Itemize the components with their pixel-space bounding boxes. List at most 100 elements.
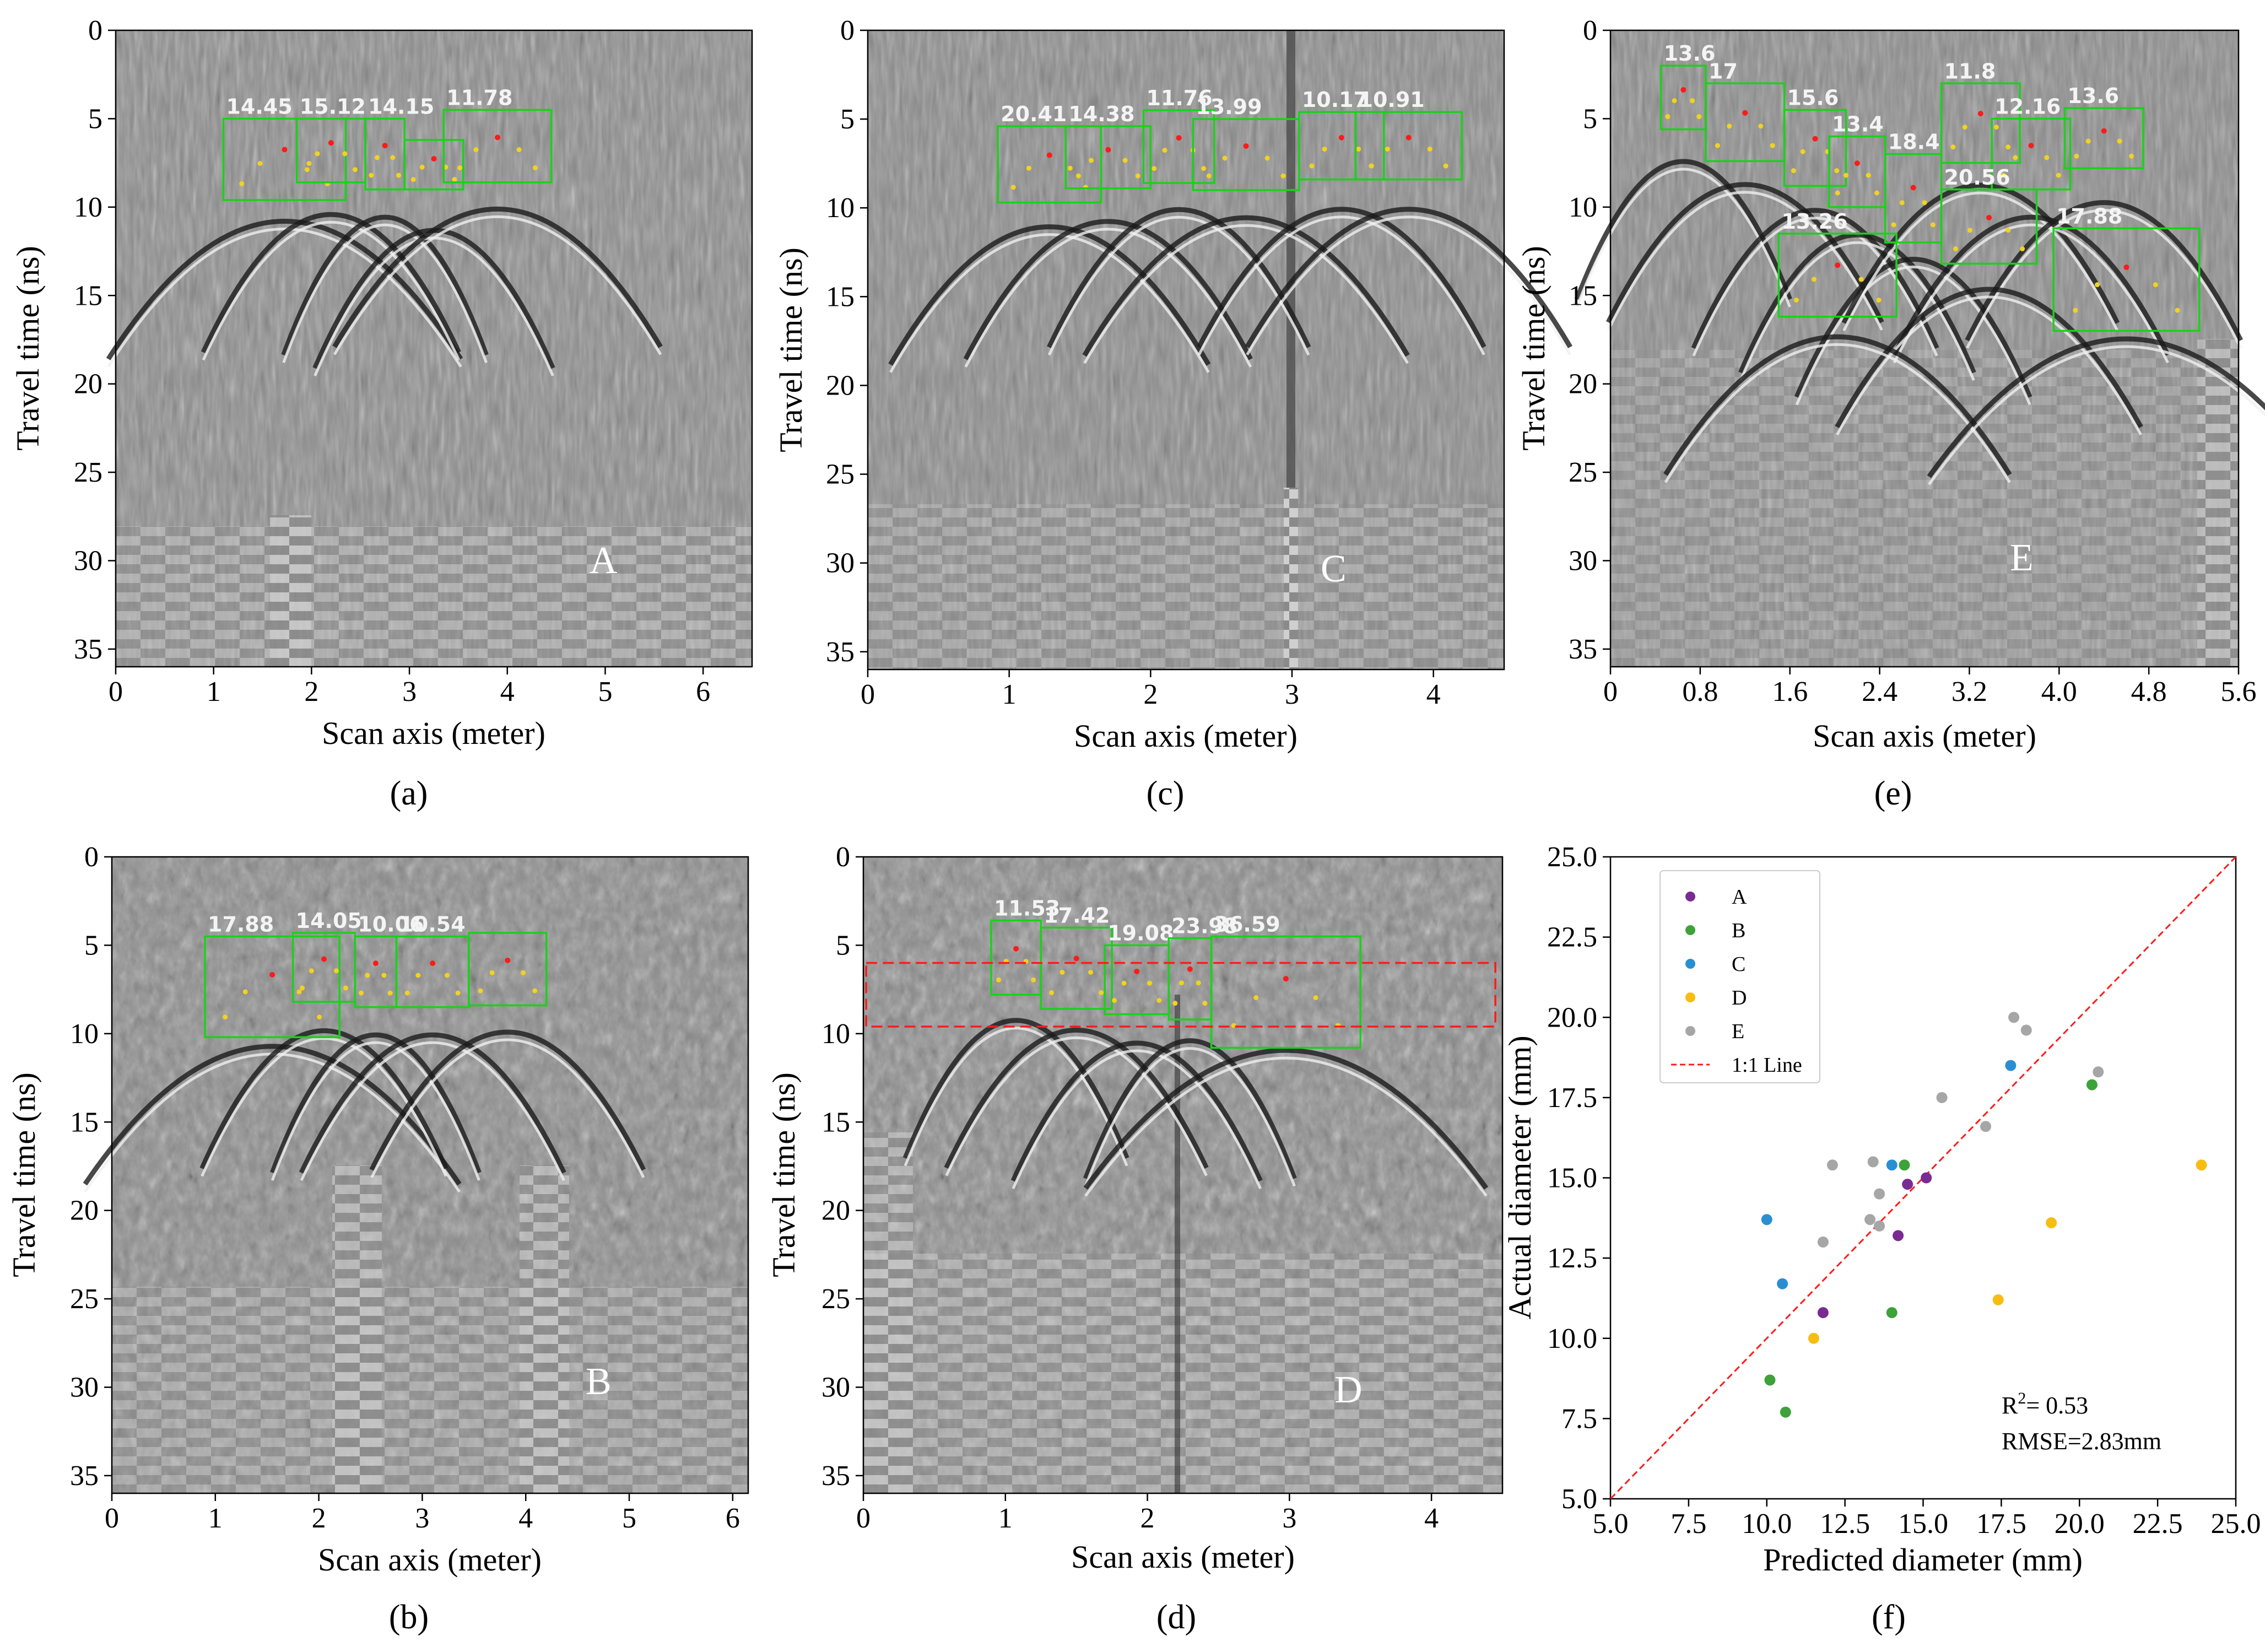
scatter-point-c <box>1886 1159 1898 1171</box>
edge-point <box>1835 190 1840 196</box>
hyperbola-bright <box>889 233 1210 373</box>
y-tick-label: 15.0 <box>1547 1163 1597 1194</box>
edge-point <box>1953 246 1958 252</box>
apex-point <box>1986 214 1992 220</box>
panel-letter: D <box>1334 1369 1363 1411</box>
edge-point <box>1930 222 1936 228</box>
edge-point <box>516 147 522 153</box>
edge-point <box>1866 172 1871 178</box>
legend-label-a: A <box>1732 886 1747 909</box>
edge-point <box>396 172 402 178</box>
y-tick-label: 30 <box>826 548 855 579</box>
apex-point <box>1338 134 1344 141</box>
hyperbola-bright <box>1246 215 1572 356</box>
apex-point <box>1105 147 1111 153</box>
x-tick-label: 1 <box>207 676 221 708</box>
axes-frame <box>862 856 1504 1494</box>
scatter-point-b <box>1764 1374 1776 1386</box>
x-tick-label: 3 <box>415 1503 429 1534</box>
edge-point <box>223 1014 228 1020</box>
detection-box <box>1142 109 1215 184</box>
edge-point <box>1152 166 1157 171</box>
detection-box <box>442 109 553 183</box>
edge-point <box>1899 200 1905 206</box>
apex-point <box>505 957 511 963</box>
dashed-band <box>865 962 1496 1028</box>
detection-label: 11.76 <box>1147 86 1213 110</box>
scatter-point-e <box>1864 1214 1876 1225</box>
hyperbola-bright <box>1836 295 2142 436</box>
y-tick-label: 25 <box>70 1283 99 1315</box>
edge-point <box>1156 998 1162 1003</box>
detection-label: 13.99 <box>1196 95 1262 119</box>
x-axis-label: Scan axis (meter) <box>318 1542 542 1578</box>
subfigure-caption: (a) <box>390 775 428 812</box>
edge-point <box>239 181 245 186</box>
x-tick-label: 4 <box>1424 1503 1439 1534</box>
panel-letter: A <box>590 539 618 582</box>
hyperbola-bright <box>300 1041 565 1181</box>
detection-label: 12.16 <box>1994 94 2061 118</box>
edge-point <box>296 989 302 995</box>
x-tick-label: 22.5 <box>2133 1508 2183 1540</box>
x-tick-label: 20.0 <box>2055 1508 2105 1540</box>
hyperbola-bright <box>1607 191 1883 331</box>
edge-point <box>381 973 387 978</box>
y-tick-label: 0 <box>88 15 102 46</box>
y-tick-label: 17.5 <box>1547 1082 1597 1114</box>
detection-label: 36.59 <box>1214 912 1280 936</box>
radargram-column-artifact <box>2197 339 2239 667</box>
radargram-low-band <box>112 1287 748 1493</box>
detection-label: 15.12 <box>300 94 366 118</box>
apex-point <box>1742 110 1748 116</box>
legend-marker-a <box>1685 892 1695 901</box>
legend-label-e: E <box>1732 1020 1744 1043</box>
y-axis-ticks: 0 5 10 15 20 25 30 35 <box>826 15 868 668</box>
y-tick-label: 0 <box>836 841 850 873</box>
edge-point <box>1791 168 1796 174</box>
edge-point <box>1010 185 1016 190</box>
x-tick-label: 0 <box>105 1503 119 1534</box>
edge-point <box>455 990 461 996</box>
hyperbola-dark <box>270 1032 482 1174</box>
edge-point <box>1222 155 1228 161</box>
edge-point <box>317 1014 322 1020</box>
x-tick-label: 0 <box>1603 676 1618 708</box>
apex-point <box>1812 136 1818 142</box>
scatter-panel-f: 5.0 7.5 10.0 12.5 15.0 17.5 20.0 22.5 25.0 5.0 7.… <box>1502 841 2261 1636</box>
y-tick-label: 5 <box>1583 103 1597 134</box>
edge-point <box>343 985 348 991</box>
panel-letter: C <box>1321 548 1347 590</box>
edge-point <box>2153 282 2158 288</box>
hyperbola-dark <box>1663 334 2012 476</box>
y-tick-label: 25 <box>1569 457 1597 488</box>
x-tick-label: 2.4 <box>1862 676 1898 708</box>
radargram-panel-a: 14.45 15.12 14.15 11.78 A 0 1 2 3 4 5 6 0 5 10 15 20 2… <box>10 15 753 812</box>
x-tick-label: 2 <box>1140 1503 1155 1534</box>
x-tick-label: 3 <box>1285 679 1299 710</box>
edge-point <box>1672 98 1677 104</box>
edge-point <box>452 177 457 182</box>
hyperbola-bright <box>1198 215 1485 355</box>
apex-point <box>1243 143 1249 149</box>
legend-label-line: 1:1 Line <box>1732 1054 1802 1077</box>
apex-point <box>372 960 379 967</box>
detection-label: 14.15 <box>368 94 434 118</box>
x-tick-label: 4.8 <box>2131 676 2167 708</box>
scatter-point-b <box>2086 1079 2098 1090</box>
hyperbola-dark <box>963 219 1253 360</box>
y-tick-label: 10 <box>821 1018 850 1050</box>
edge-point <box>306 161 312 166</box>
x-tick-label: 4.0 <box>2041 676 2077 708</box>
radargram-column-artifact <box>270 515 311 667</box>
apex-point <box>1406 134 1412 141</box>
y-axis-label: Travel time (ns) <box>1516 246 1552 451</box>
hyperbola-bright <box>964 228 1252 368</box>
hyperbola-reflections <box>1574 159 2265 485</box>
y-tick-label: 10.0 <box>1547 1323 1597 1354</box>
edge-point <box>489 970 495 975</box>
edge-point <box>257 161 263 166</box>
hyperbola-bright <box>1692 217 1938 357</box>
